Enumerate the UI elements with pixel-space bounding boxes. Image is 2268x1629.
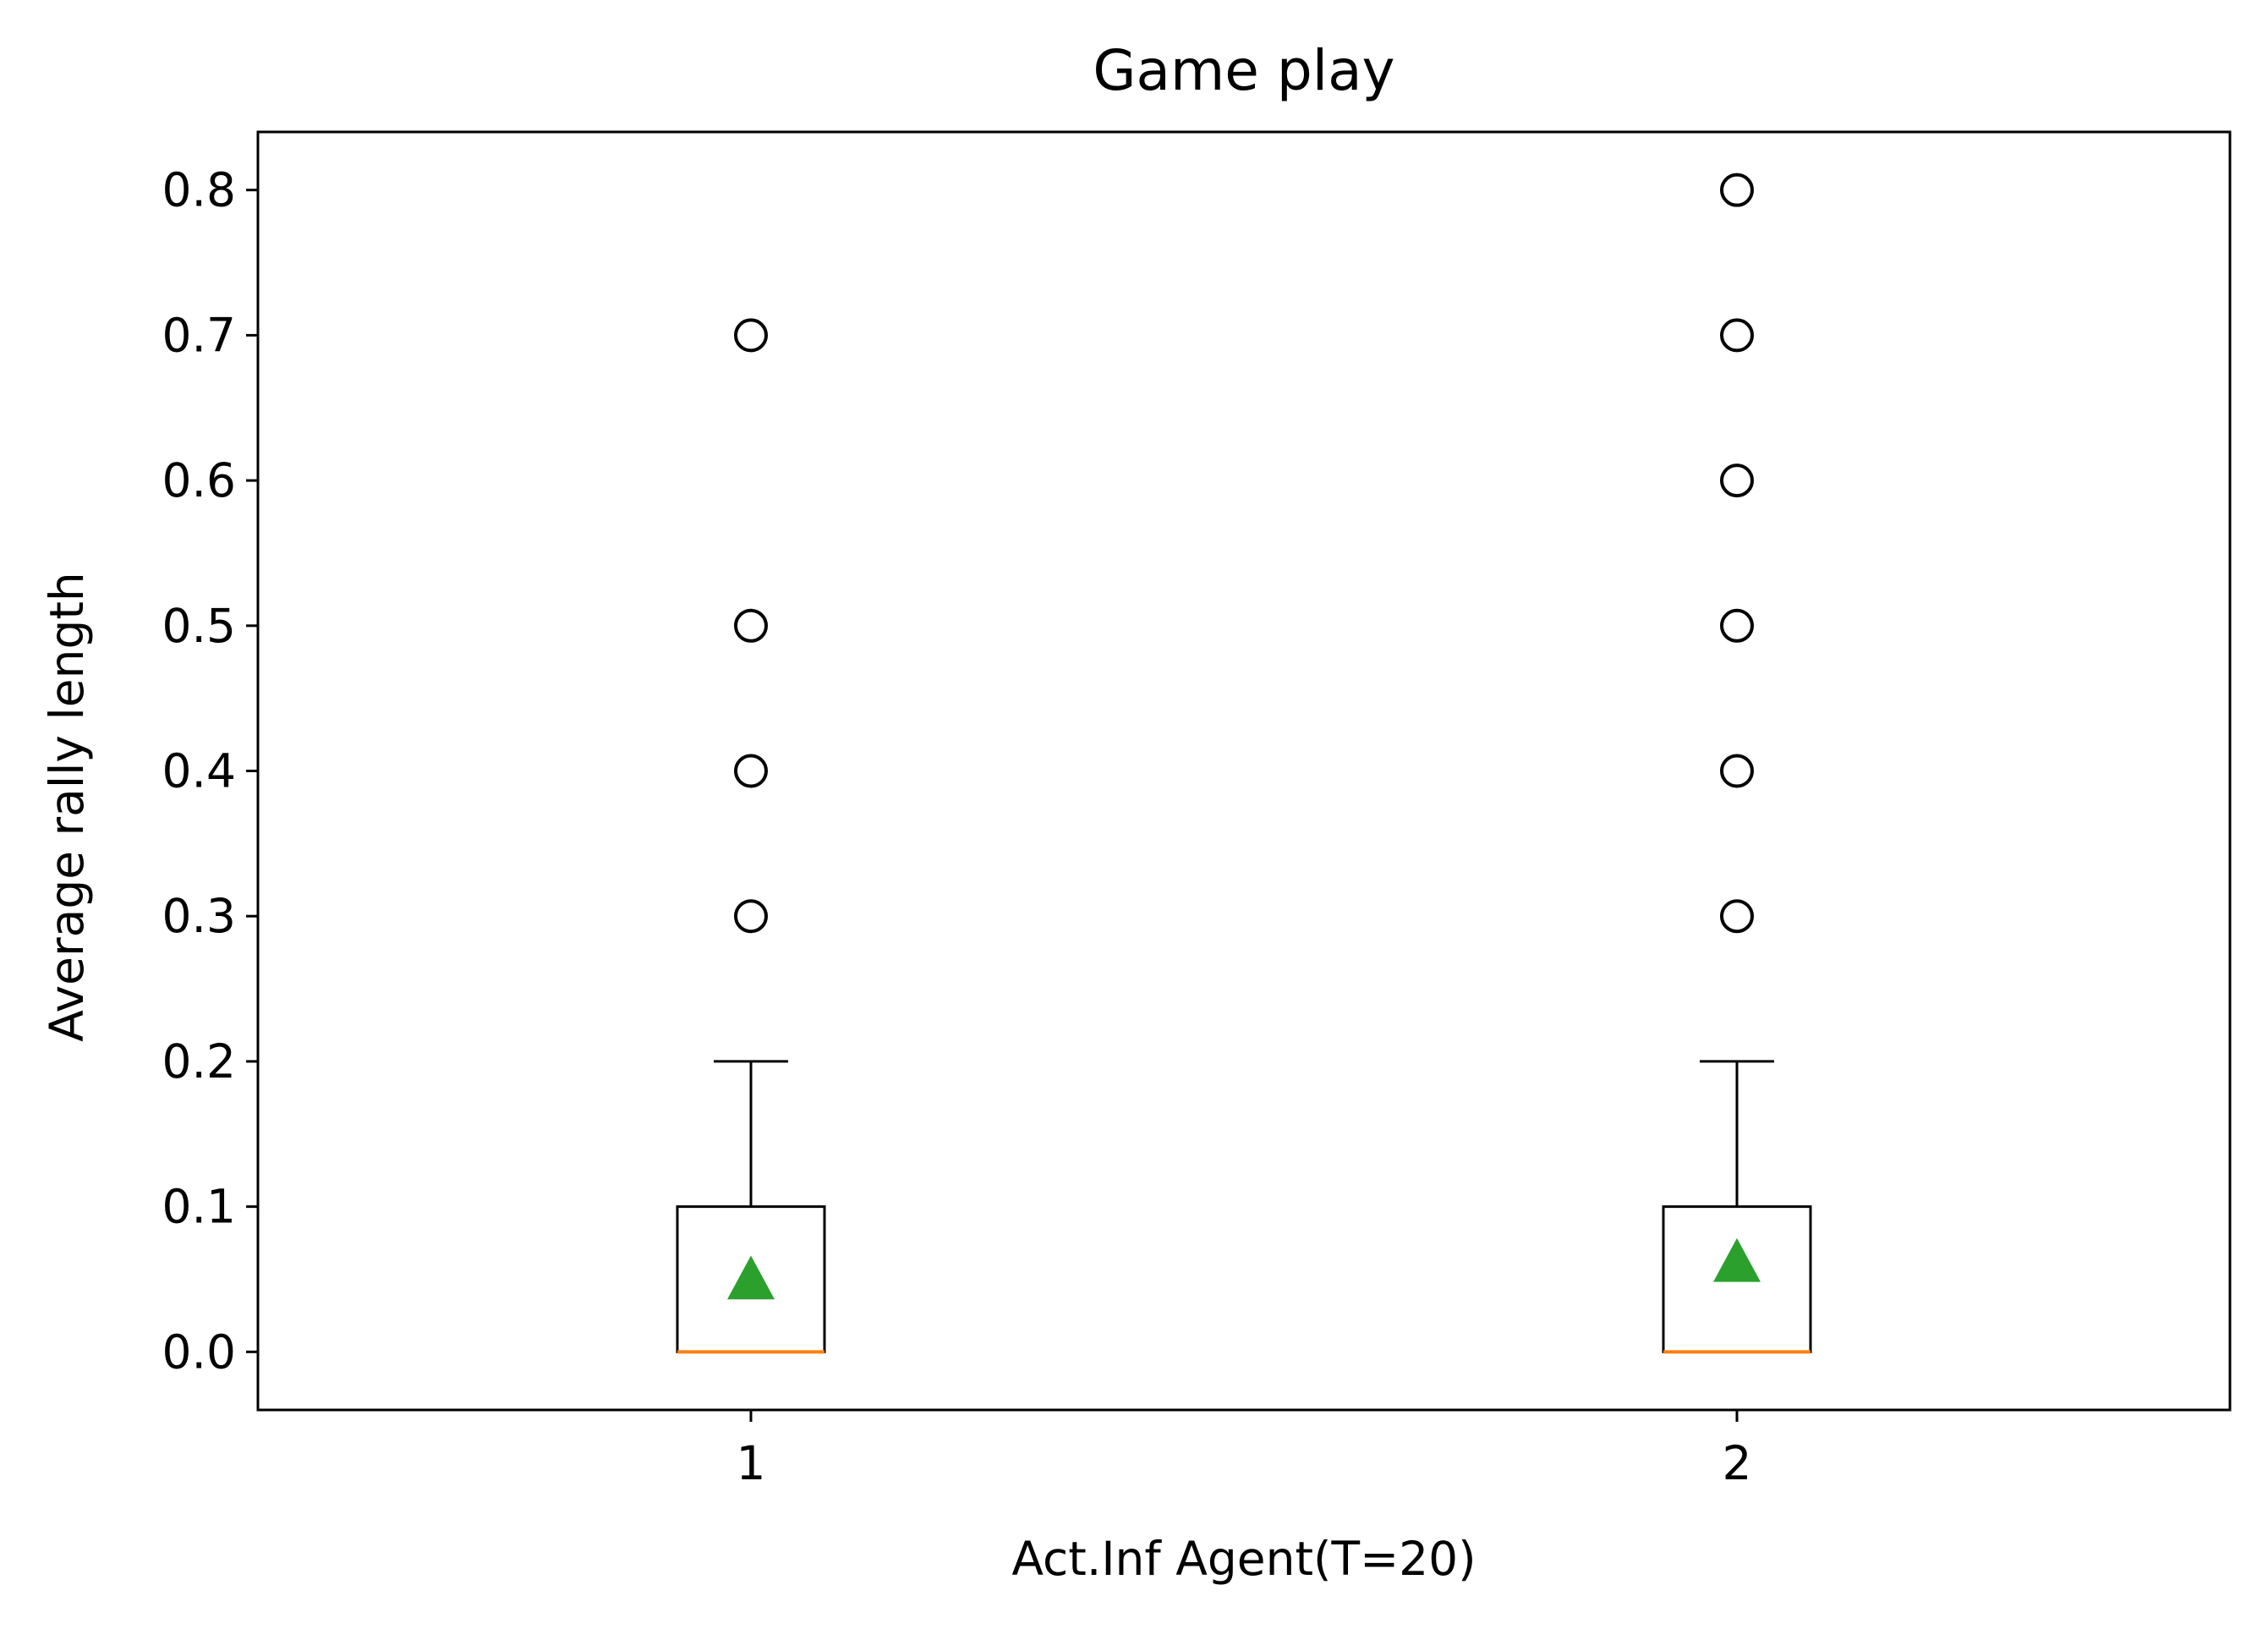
box-group-2	[1662, 173, 1812, 1354]
box-2-outlier-1	[1720, 754, 1754, 788]
x-tick-label-0: 1	[737, 1436, 766, 1490]
box-2-outlier-2	[1720, 608, 1754, 643]
x-axis-label: Act.Inf Agent(T=20)	[1011, 1532, 1476, 1586]
box-2-outlier-5	[1720, 173, 1754, 207]
box-2-mean-marker	[1713, 1237, 1761, 1282]
box-1-mean-marker	[727, 1255, 775, 1300]
y-tick-label-4: 0.4	[162, 744, 236, 798]
plot-frame	[256, 130, 2232, 1412]
box-group-1	[676, 318, 826, 1354]
box-1-outlier-0	[734, 899, 768, 934]
y-axis-label: Average rally length	[40, 572, 94, 1042]
chart-title: Game play	[1093, 38, 1394, 103]
y-tick-label-3: 0.3	[162, 889, 236, 943]
box-2-outlier-3	[1720, 463, 1754, 498]
box-1-outlier-1	[734, 754, 768, 788]
x-tick-label-1: 2	[1723, 1436, 1752, 1490]
box-2-outlier-4	[1720, 318, 1754, 353]
box-2-outlier-0	[1720, 899, 1754, 934]
box-1-outlier-2	[734, 608, 768, 643]
plot-area: 0.0 0.1 0.2 0.3 0.4 0.5 0.6 0.7 0.8 1 2	[162, 163, 1812, 1490]
y-tick-label-2: 0.2	[162, 1034, 236, 1089]
y-tick-label-8: 0.8	[162, 163, 236, 217]
y-tick-label-5: 0.5	[162, 599, 236, 653]
y-tick-label-0: 0.0	[162, 1325, 236, 1379]
box-1-outlier-3	[734, 318, 768, 353]
y-tick-label-1: 0.1	[162, 1180, 236, 1234]
y-tick-label-7: 0.7	[162, 308, 236, 362]
y-tick-label-6: 0.6	[162, 453, 236, 507]
